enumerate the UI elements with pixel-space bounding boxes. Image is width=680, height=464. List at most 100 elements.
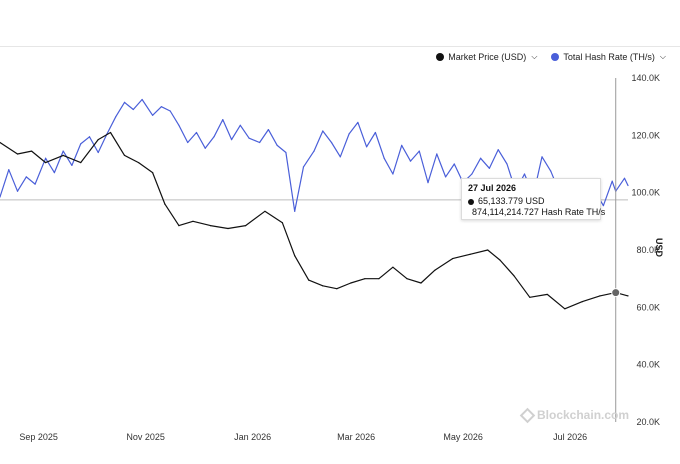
data-point bbox=[222, 118, 224, 121]
data-point bbox=[541, 156, 543, 158]
data-point bbox=[434, 269, 436, 271]
data-point bbox=[599, 295, 601, 297]
data-point bbox=[239, 124, 241, 126]
data-point bbox=[627, 295, 629, 297]
data-point bbox=[16, 190, 19, 192]
data-point bbox=[53, 172, 55, 174]
y-tick-label: 100.0K bbox=[631, 188, 660, 198]
data-point bbox=[115, 116, 117, 118]
data-point bbox=[285, 151, 287, 154]
data-point bbox=[336, 288, 338, 290]
data-point bbox=[178, 225, 180, 227]
data-point bbox=[264, 210, 266, 212]
data-point bbox=[506, 163, 508, 165]
chevron-down-icon[interactable]: ⌵ bbox=[659, 52, 666, 61]
legend-label-hash-rate: Total Hash Rate (TH/s) bbox=[563, 52, 655, 62]
data-point bbox=[497, 149, 499, 151]
data-point bbox=[374, 131, 376, 134]
data-point bbox=[427, 182, 429, 184]
chevron-down-icon[interactable]: ⌵ bbox=[531, 52, 538, 61]
tooltip-hash-value: 874,114,214.727 Hash Rate TH/s bbox=[472, 207, 606, 217]
tooltip-price-value: 65,133.779 USD bbox=[478, 196, 545, 206]
data-point bbox=[178, 124, 180, 126]
legend-marker-market-price bbox=[436, 53, 445, 61]
data-point bbox=[213, 136, 215, 138]
y-tick-label: 40.0K bbox=[636, 360, 660, 370]
data-point bbox=[480, 157, 482, 159]
data-point bbox=[276, 144, 278, 146]
data-point bbox=[436, 153, 438, 155]
x-tick-label: Mar 2026 bbox=[337, 432, 375, 442]
data-point bbox=[348, 133, 350, 135]
data-point bbox=[0, 196, 1, 198]
data-point bbox=[45, 157, 47, 159]
data-point bbox=[169, 110, 171, 112]
y-tick-label: 140.0K bbox=[631, 73, 660, 83]
data-point bbox=[523, 173, 526, 175]
data-point bbox=[453, 163, 455, 165]
top-bar bbox=[0, 0, 680, 47]
data-point bbox=[137, 161, 140, 164]
data-point bbox=[209, 225, 212, 227]
data-point bbox=[627, 184, 629, 187]
data-point bbox=[409, 160, 412, 162]
chart-legend: Market Price (USD) ⌵ Total Hash Rate (TH… bbox=[436, 52, 666, 62]
data-point bbox=[322, 130, 324, 132]
data-point bbox=[444, 176, 447, 178]
data-point bbox=[451, 258, 454, 260]
data-point bbox=[294, 255, 296, 257]
x-tick-label: Jan 2026 bbox=[234, 432, 271, 442]
data-point bbox=[322, 285, 324, 287]
data-point bbox=[71, 164, 73, 167]
data-point bbox=[350, 282, 352, 284]
x-tick-label: May 2026 bbox=[443, 432, 483, 442]
crosshair-marker bbox=[611, 288, 621, 298]
data-point bbox=[152, 114, 154, 116]
data-point bbox=[0, 141, 1, 144]
data-point bbox=[195, 131, 198, 134]
data-point bbox=[392, 266, 394, 268]
data-point bbox=[34, 183, 36, 185]
y-tick-label: 60.0K bbox=[636, 302, 660, 312]
data-point bbox=[366, 146, 368, 148]
data-point bbox=[529, 296, 531, 298]
data-point bbox=[248, 137, 250, 139]
legend-item-hash-rate[interactable]: Total Hash Rate (TH/s) ⌵ bbox=[551, 52, 666, 62]
y-tick-label: 80.0K bbox=[636, 245, 660, 255]
chart-tooltip: 27 Jul 2026 65,133.779 USD 874,114,214.7… bbox=[461, 178, 605, 220]
data-point bbox=[546, 293, 548, 296]
data-point bbox=[308, 279, 310, 281]
data-point bbox=[623, 177, 626, 179]
legend-label-market-price: Market Price (USD) bbox=[448, 52, 527, 62]
data-point bbox=[420, 282, 422, 284]
x-tick-label: Sep 2025 bbox=[19, 432, 58, 442]
y-axis-title: USD bbox=[654, 238, 664, 258]
y-tick-label: 20.0K bbox=[636, 417, 660, 427]
data-point bbox=[123, 101, 126, 103]
data-point bbox=[469, 253, 471, 255]
data-point bbox=[8, 169, 10, 171]
data-point bbox=[132, 108, 134, 111]
data-point bbox=[581, 301, 583, 303]
data-point bbox=[16, 153, 19, 155]
legend-marker-hash-rate bbox=[551, 53, 560, 61]
data-point bbox=[550, 170, 552, 172]
data-point bbox=[487, 249, 489, 251]
x-tick-label: Nov 2025 bbox=[126, 432, 165, 442]
data-point bbox=[204, 147, 206, 149]
data-point bbox=[187, 141, 189, 144]
data-point bbox=[488, 167, 491, 169]
legend-item-market-price[interactable]: Market Price (USD) ⌵ bbox=[436, 52, 537, 62]
tooltip-row-hash: 874,114,214.727 Hash Rate TH/s bbox=[468, 207, 605, 218]
watermark: Blockchain.com bbox=[519, 407, 629, 423]
data-point bbox=[109, 131, 112, 134]
data-point bbox=[602, 204, 605, 207]
tooltip-row-price: 65,133.779 USD bbox=[468, 196, 594, 207]
data-point bbox=[564, 308, 566, 310]
data-point bbox=[357, 121, 359, 124]
data-point bbox=[383, 157, 385, 159]
data-point bbox=[339, 156, 341, 158]
data-point bbox=[611, 180, 613, 182]
data-point bbox=[25, 176, 27, 178]
